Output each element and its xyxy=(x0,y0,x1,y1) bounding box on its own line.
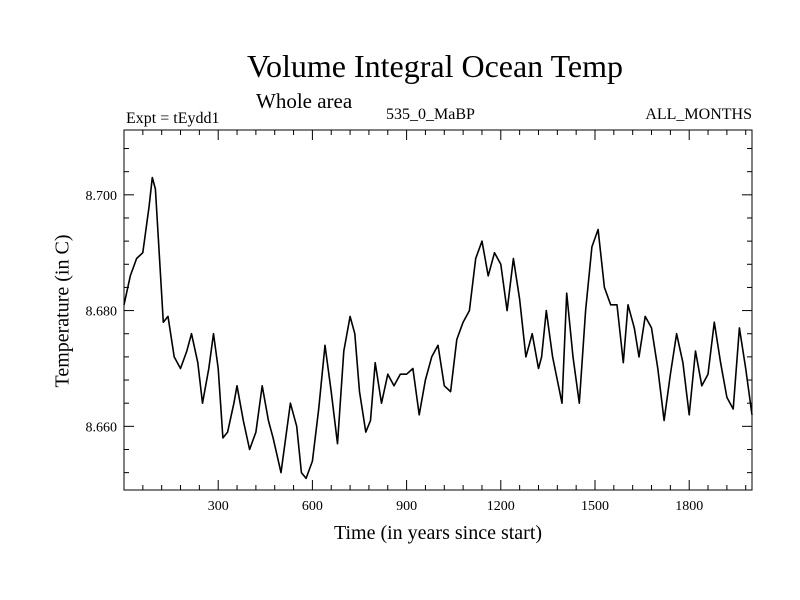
tick-labels: 300 600 900 1200 1500 1800 8.660 8.680 8.700 xyxy=(86,189,704,514)
chart-subtitle: Whole area xyxy=(256,89,353,113)
x-tick-label: 1200 xyxy=(487,499,515,514)
x-tick-label: 1500 xyxy=(581,499,609,514)
x-tick-label: 900 xyxy=(396,499,417,514)
experiment-label: Expt = tEydd1 xyxy=(126,110,220,127)
axis-ticks xyxy=(124,130,752,490)
months-label: ALL_MONTHS xyxy=(645,106,752,123)
period-label: 535_0_MaBP xyxy=(386,106,475,123)
x-axis-label: Time (in years since start) xyxy=(333,522,543,544)
y-tick-label: 8.700 xyxy=(86,189,118,204)
series-line xyxy=(123,176,753,480)
x-tick-label: 600 xyxy=(302,499,323,514)
y-tick-label: 8.660 xyxy=(86,420,118,435)
series-lines xyxy=(123,176,753,480)
plot-frame xyxy=(123,129,753,491)
chart-title: Volume Integral Ocean Temp xyxy=(246,48,623,84)
y-tick-label: 8.680 xyxy=(86,305,118,320)
x-tick-label: 300 xyxy=(208,499,229,514)
x-tick-label: 1800 xyxy=(675,499,703,514)
